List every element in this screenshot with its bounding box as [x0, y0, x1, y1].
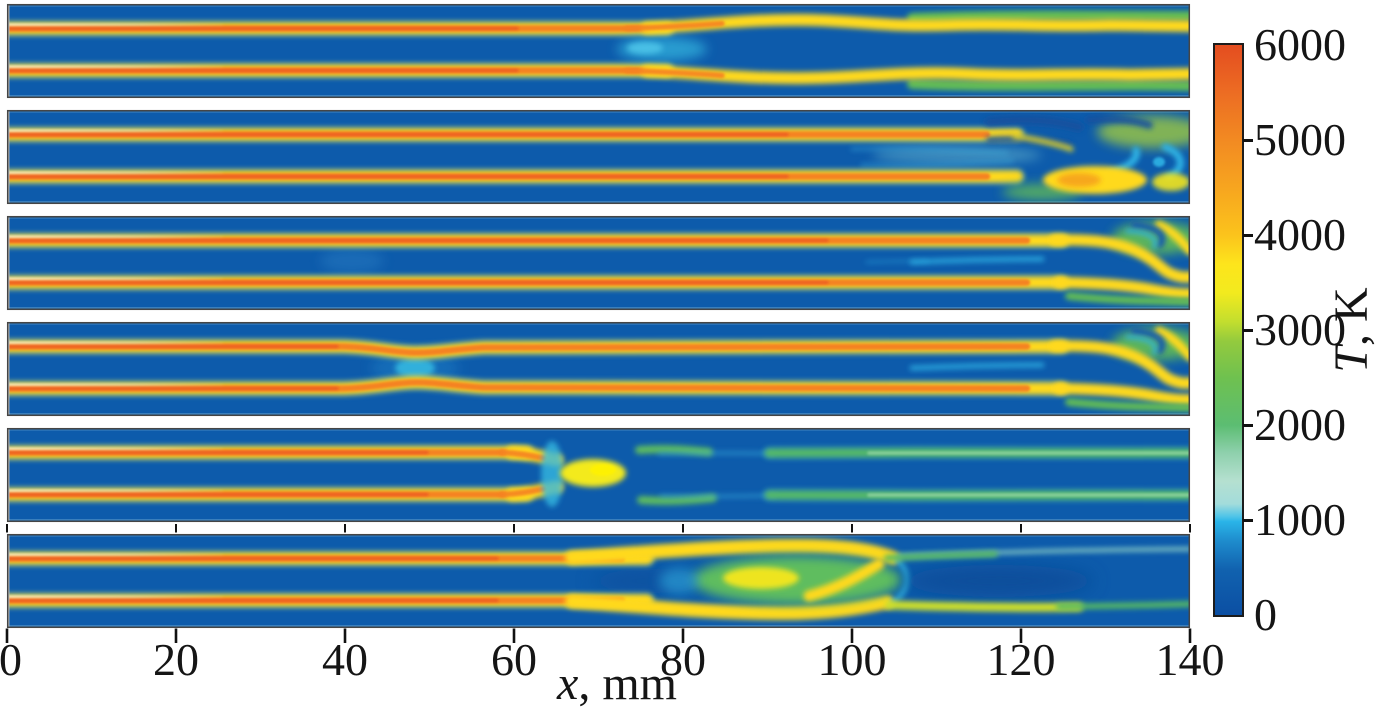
colorbar-tick-mark-1000: [1243, 518, 1253, 522]
flame-jet-lower: [7, 592, 655, 609]
flame-jet-upper: [7, 550, 655, 567]
flame-jet-upper: [7, 444, 564, 467]
channel-background: [7, 322, 1190, 416]
temperature-panel-1: [6, 3, 1191, 99]
x-axis-top-tick-marks: [6, 524, 1191, 533]
temperature-panel-4: [6, 321, 1191, 417]
panel-frame: [6, 109, 1191, 205]
x-axis-title: x, mm: [557, 660, 677, 708]
temperature-panel-3: [6, 215, 1191, 311]
flame-jet-upper: [7, 126, 1025, 143]
flame-jet-lower: [7, 168, 1025, 185]
colorbar-tick-label-0: 0: [1254, 589, 1277, 640]
x-tick-label-20: 20: [153, 634, 199, 685]
colorbar-tick-label-5000: 5000: [1254, 114, 1346, 165]
x-tick-label-40: 40: [322, 634, 368, 685]
x-axis-variable: x: [557, 657, 579, 708]
temperature-panel-5: [6, 427, 1191, 523]
turbulent-wake-region: [617, 10, 1190, 91]
colorbar-tick-mark-5000: [1243, 138, 1253, 142]
x-tick-label-80: 80: [660, 634, 706, 685]
panel-frame: [6, 3, 1191, 99]
colorbar-tick-mark-2000: [1243, 423, 1253, 427]
colorbar-tick-mark-3000: [1243, 328, 1253, 332]
panel-frame: [6, 427, 1191, 523]
hot-kernel: [565, 538, 910, 620]
flame-jet-upper: [7, 338, 1070, 361]
panel-frame: [6, 215, 1191, 311]
temperature-panel-2: [6, 109, 1191, 205]
x-axis-tick-marks: [5, 628, 1192, 643]
colorbar-tick-label-4000: 4000: [1254, 209, 1346, 260]
colorbar-tick-label-1000: 1000: [1254, 494, 1346, 545]
x-tick-label-120: 120: [986, 634, 1056, 685]
x-tick-label-0: 0: [0, 634, 22, 685]
flame-jet-upper: [7, 232, 1070, 249]
flame-jet-lower: [7, 374, 1070, 397]
x-tick-label-140: 140: [1155, 634, 1225, 685]
x-tick-label-100: 100: [817, 634, 887, 685]
panel-frame: [6, 321, 1191, 417]
colorbar-tick-label-6000: 6000: [1254, 19, 1346, 70]
temperature-panel-6: [6, 533, 1191, 629]
colorbar-unit: , K: [1325, 287, 1378, 346]
flame-jet-lower: [7, 480, 564, 503]
colorbar-variable: T: [1325, 345, 1378, 373]
panel-frame: [6, 533, 1191, 629]
outlet-merge-region: [1049, 220, 1190, 306]
x-tick-label-60: 60: [491, 634, 537, 685]
flame-jet-lower: [7, 62, 675, 79]
flame-jet-lower: [7, 274, 1070, 291]
turbulent-outlet-region: [984, 115, 1190, 200]
colorbar-tick-label-3000: 3000: [1254, 304, 1346, 355]
temperature-colorbar: [1213, 43, 1244, 617]
cool-wake-bands: [762, 446, 1190, 502]
x-axis-unit: , mm: [578, 657, 677, 708]
outlet-merge-region: [1049, 326, 1190, 412]
colorbar-title: T, K: [1325, 287, 1378, 373]
flame-jet-upper: [7, 20, 675, 37]
channel-background: [7, 216, 1190, 310]
downstream-wake: [884, 547, 1190, 612]
colorbar-tick-mark-4000: [1243, 233, 1253, 237]
colorbar-tick-label-2000: 2000: [1254, 399, 1346, 450]
